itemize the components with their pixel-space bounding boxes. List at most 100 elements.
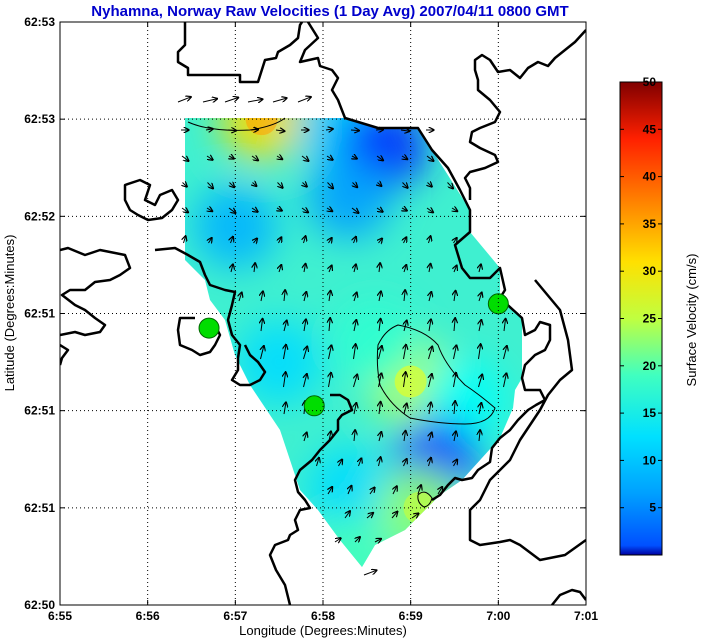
velocity-arrow-4-9 [402, 208, 407, 211]
velocity-arrow-4-6 [327, 208, 333, 211]
chart-title: Nyhamna, Norway Raw Velocities (1 Day Av… [91, 3, 568, 20]
velocity-arrow-2-9 [402, 156, 408, 159]
velocity-arrow-2-7 [352, 156, 357, 159]
velocity-arrow-13-1 [339, 459, 343, 467]
velocity-arrow-7-3 [304, 292, 306, 302]
velocity-arrow-11-4 [404, 403, 407, 415]
velocity-arrow-9-4 [354, 344, 356, 360]
velocity-arrow-6-6 [379, 263, 380, 273]
velocity-arrow-7-10 [479, 292, 482, 302]
velocity-arrow-9-6 [404, 344, 407, 360]
colorbar-tick-label-8: 45 [643, 122, 657, 136]
velocity-arrow-9-8 [454, 345, 457, 360]
velocity-arrow-14-4 [418, 485, 421, 495]
velocity-arrow-13-4 [404, 459, 407, 467]
velocity-arrow-10-7 [454, 372, 457, 388]
velocity-arrow-17-0 [363, 570, 377, 576]
colorbar-tick-label-6: 35 [643, 217, 657, 231]
velocity-arrow-10-8 [479, 374, 483, 388]
velocity-arrow-14-1 [348, 485, 352, 495]
velocity-arrow-4-0 [181, 208, 188, 213]
velocity-arrow-15-1 [366, 513, 373, 519]
velocity-arrow-5-8 [379, 238, 383, 243]
velocity-arrow-3-10 [428, 183, 433, 187]
velocity-arrows [177, 97, 507, 576]
y-tick-label-0: 62:50 [24, 598, 55, 612]
velocity-arrow-1-1 [205, 129, 213, 130]
velocity-arrow-13-3 [379, 457, 381, 467]
velocity-arrow-8-1 [284, 320, 287, 332]
contour-central [376, 324, 496, 425]
coastline-south [268, 393, 354, 605]
velocity-arrow-16-2 [374, 539, 381, 542]
velocity-arrow-6-10 [479, 264, 481, 273]
colorbar-tick-label-3: 20 [643, 359, 657, 373]
colorbar-tick-label-9: 50 [643, 75, 657, 89]
velocity-arrow-2-5 [301, 156, 309, 161]
velocity-arrow-14-2 [370, 487, 375, 495]
velocity-arrow-0-2 [224, 97, 239, 103]
coastline [60, 22, 586, 605]
velocity-arrow-1-6 [325, 129, 333, 130]
velocity-arrow-7-5 [354, 292, 357, 302]
x-tick-label-2: 6:57 [223, 609, 247, 623]
velocity-arrow-10-5 [404, 372, 406, 388]
coastline-north-east [298, 22, 552, 502]
velocity-arrow-8-4 [354, 320, 356, 332]
velocity-arrow-10-6 [429, 374, 432, 388]
velocity-arrow-0-0 [177, 97, 191, 103]
velocity-arrow-12-6 [454, 431, 456, 442]
colorbar [619, 81, 663, 556]
velocity-arrow-5-2 [231, 236, 234, 244]
y-axis-label: Latitude (Degrees:Minutes) [2, 235, 17, 392]
velocity-arrow-9-9 [479, 344, 481, 360]
velocity-arrow-1-9 [400, 130, 410, 131]
velocity-arrow-8-8 [454, 318, 455, 332]
velocity-arrow-12-5 [429, 432, 432, 442]
velocity-arrow-13-5 [429, 457, 432, 467]
x-tick-label-5: 7:00 [486, 609, 510, 623]
x-tick-label-3: 6:58 [311, 609, 335, 623]
velocity-arrow-11-0 [284, 402, 286, 415]
velocity-arrow-10-4 [379, 373, 382, 388]
velocity-arrow-5-11 [454, 238, 457, 243]
velocity-arrow-5-5 [304, 236, 306, 244]
velocity-arrow-9-3 [329, 345, 332, 360]
station-marker-0 [198, 317, 220, 339]
velocity-arrow-11-7 [479, 403, 481, 415]
x-tick-label-4: 6:59 [399, 609, 423, 623]
velocity-arrow-7-6 [379, 291, 381, 302]
velocity-arrow-6-7 [404, 265, 406, 273]
velocity-arrow-3-3 [253, 183, 257, 187]
velocity-arrow-2-10 [426, 156, 434, 161]
velocity-arrow-7-4 [329, 290, 331, 302]
velocity-arrow-5-10 [429, 236, 431, 244]
velocity-arrow-6-1 [254, 263, 255, 273]
stations [198, 293, 509, 417]
velocity-arrow-9-10 [504, 346, 507, 360]
velocity-arrow-3-11 [447, 182, 454, 189]
velocity-arrow-8-7 [429, 319, 431, 332]
coastline-west [60, 246, 132, 337]
velocity-arrow-8-10 [504, 318, 506, 332]
velocity-arrow-6-5 [354, 264, 356, 273]
velocity-arrow-8-2 [304, 319, 306, 332]
velocity-arrow-2-3 [251, 156, 258, 161]
speed-sample-9 [237, 320, 322, 405]
velocity-arrow-6-4 [329, 265, 332, 273]
velocity-arrow-1-8 [375, 129, 384, 130]
coastline-south-east [551, 588, 586, 605]
velocity-arrow-9-2 [304, 346, 308, 360]
colorbar-tick-label-1: 10 [643, 453, 657, 467]
colorbar-tick-label-7: 40 [643, 170, 657, 184]
contour-lines [187, 117, 496, 508]
velocity-arrow-14-3 [393, 486, 397, 495]
velocity-arrow-5-9 [404, 237, 407, 244]
velocity-arrow-15-2 [391, 511, 398, 519]
x-axis: 6:55 6:56 6:57 6:58 6:59 7:00 7:01 [48, 22, 598, 623]
coastline-north [176, 22, 304, 84]
velocity-arrow-3-2 [230, 183, 235, 188]
velocity-arrow-13-2 [359, 458, 362, 467]
velocity-arrow-3-7 [353, 183, 358, 188]
